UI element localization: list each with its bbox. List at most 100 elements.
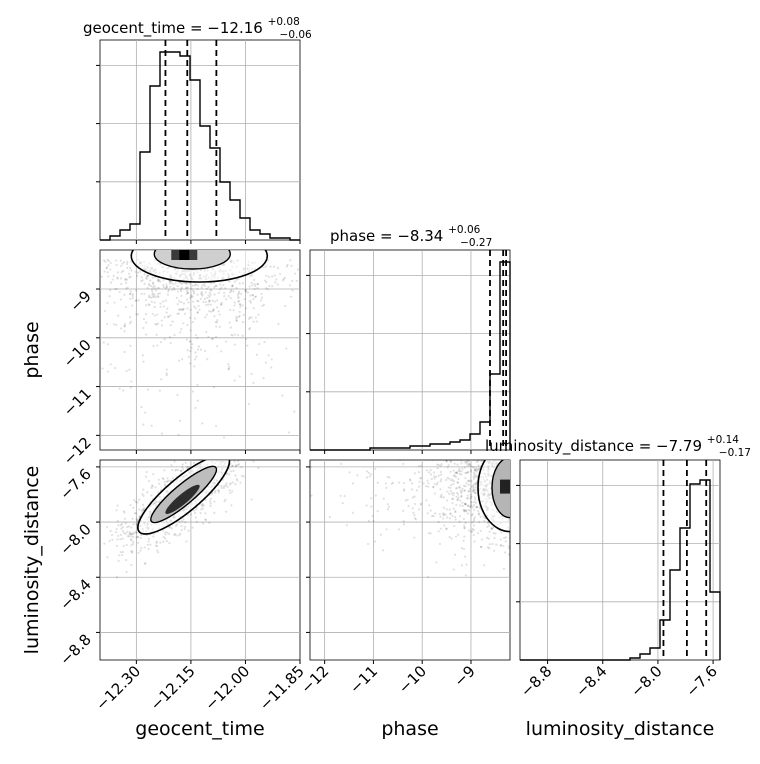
scatter-point bbox=[212, 445, 214, 447]
title-luminosity-distance: luminosity_distance = −7.79 +0.14 −0.17 bbox=[485, 429, 751, 459]
scatter-point bbox=[215, 284, 218, 287]
scatter-point bbox=[464, 485, 467, 488]
scatter-point bbox=[466, 464, 469, 467]
scatter-point bbox=[106, 301, 109, 305]
scatter-point bbox=[180, 358, 184, 361]
scatter-point bbox=[503, 427, 505, 429]
scatter-point bbox=[182, 302, 186, 305]
scatter-point bbox=[116, 276, 119, 279]
scatter-point bbox=[483, 520, 486, 523]
scatter-point bbox=[452, 469, 455, 472]
scatter-point bbox=[463, 527, 466, 530]
scatter-point bbox=[213, 300, 217, 303]
scatter-point bbox=[169, 285, 172, 289]
scatter-point bbox=[190, 294, 193, 297]
scatter-point bbox=[240, 474, 244, 477]
scatter-point bbox=[317, 307, 319, 309]
scatter-point bbox=[163, 469, 166, 472]
scatter-point bbox=[342, 412, 344, 414]
scatter-point bbox=[425, 499, 428, 502]
scatter-geocent-phase bbox=[43, 250, 344, 450]
scatter-point bbox=[429, 468, 432, 472]
scatter-point bbox=[474, 482, 477, 485]
scatter-point bbox=[228, 483, 231, 486]
scatter-point bbox=[241, 443, 243, 445]
scatter-point bbox=[165, 480, 168, 483]
scatter-point bbox=[131, 517, 134, 520]
x-tick-label-geocent_time: −12.00 bbox=[201, 662, 253, 714]
scatter-point bbox=[43, 404, 45, 406]
scatter-geocent-distance bbox=[103, 436, 260, 579]
scatter-point bbox=[130, 526, 133, 529]
scatter-point bbox=[228, 473, 231, 476]
scatter-point bbox=[150, 486, 153, 490]
scatter-point bbox=[91, 267, 93, 269]
scatter-point bbox=[116, 538, 119, 541]
scatter-point bbox=[226, 447, 228, 449]
scatter-point bbox=[136, 274, 139, 277]
scatter-point bbox=[208, 291, 211, 295]
scatter-point bbox=[176, 303, 179, 306]
scatter-point bbox=[441, 426, 443, 428]
scatter-point bbox=[162, 535, 165, 539]
scatter-point bbox=[382, 497, 385, 500]
scatter-point bbox=[430, 477, 433, 480]
scatter-point bbox=[167, 315, 170, 318]
scatter-point bbox=[235, 464, 238, 467]
scatter-point bbox=[208, 500, 212, 503]
scatter-point bbox=[472, 517, 476, 521]
scatter-point bbox=[231, 490, 234, 493]
scatter-point bbox=[437, 436, 439, 438]
scatter-point bbox=[466, 497, 470, 500]
scatter-point bbox=[479, 515, 482, 518]
scatter-point bbox=[264, 361, 268, 364]
scatter-point bbox=[114, 287, 117, 291]
scatter-point bbox=[135, 531, 138, 535]
scatter-point bbox=[290, 264, 293, 267]
scatter-point bbox=[419, 503, 422, 506]
scatter-point bbox=[101, 367, 104, 370]
scatter-point bbox=[261, 304, 264, 308]
scatter-point bbox=[216, 345, 219, 348]
scatter-point bbox=[235, 451, 237, 453]
scatter-point bbox=[155, 323, 158, 326]
scatter-point bbox=[251, 293, 254, 297]
scatter-point bbox=[469, 464, 472, 468]
scatter-point bbox=[255, 320, 258, 323]
scatter-point bbox=[145, 304, 148, 307]
scatter-point bbox=[507, 553, 510, 556]
scatter-point bbox=[289, 295, 293, 298]
scatter-point bbox=[164, 299, 168, 302]
scatter-point bbox=[486, 546, 489, 549]
scatter-point bbox=[436, 463, 439, 466]
scatter-point bbox=[499, 544, 502, 547]
scatter-point bbox=[166, 477, 169, 480]
scatter-point bbox=[460, 491, 463, 495]
scatter-point bbox=[471, 446, 473, 448]
scatter-point bbox=[460, 546, 463, 550]
scatter-point bbox=[214, 424, 218, 427]
scatter-point bbox=[107, 264, 110, 267]
density-peak bbox=[165, 484, 200, 515]
scatter-point bbox=[202, 436, 204, 438]
scatter-point bbox=[131, 292, 134, 296]
scatter-point bbox=[103, 309, 107, 313]
scatter-point bbox=[136, 271, 140, 274]
scatter-point bbox=[115, 576, 119, 579]
scatter-point bbox=[456, 481, 460, 484]
scatter-point bbox=[267, 354, 270, 357]
scatter-point bbox=[229, 326, 232, 329]
scatter-point bbox=[449, 512, 452, 516]
scatter-point bbox=[262, 303, 265, 306]
xlabel-geocent-time: geocent_time bbox=[135, 718, 264, 740]
scatter-point bbox=[208, 296, 211, 299]
scatter-point bbox=[473, 490, 476, 493]
scatter-point bbox=[164, 533, 167, 536]
scatter-point bbox=[129, 297, 132, 300]
scatter-point bbox=[479, 445, 481, 447]
scatter-point bbox=[165, 373, 168, 377]
scatter-point bbox=[450, 483, 453, 487]
scatter-point bbox=[159, 340, 162, 344]
scatter-point bbox=[255, 353, 258, 356]
scatter-point bbox=[115, 544, 118, 547]
